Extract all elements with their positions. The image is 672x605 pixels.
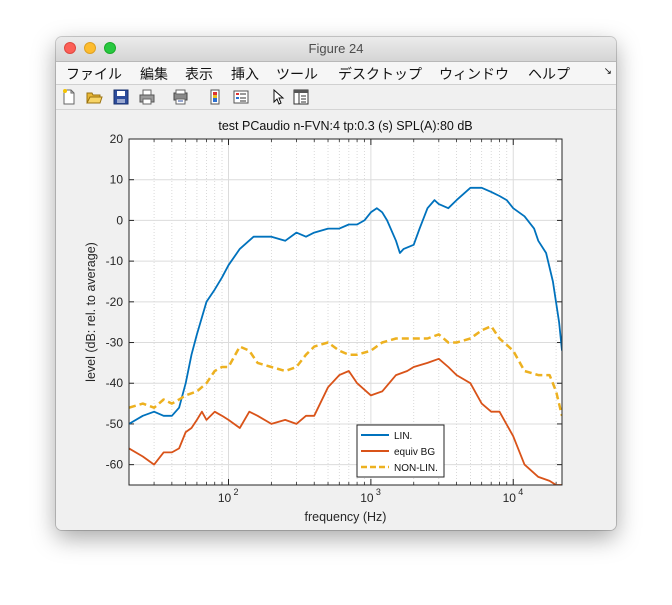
figure-window: Figure 24 ファイル 編集 表示 挿入 ツール デスクトップ ウィンドウ… (56, 37, 616, 530)
y-tick-label: -30 (106, 336, 124, 350)
maximize-button[interactable] (104, 42, 116, 54)
print-preview-icon[interactable] (172, 88, 190, 106)
y-tick-label: 10 (110, 173, 124, 187)
chart-title: test PCaudio n-FVN:4 tp:0.3 (s) SPL(A):8… (218, 119, 472, 133)
plot-area[interactable] (129, 139, 562, 485)
menu-help[interactable]: ヘルプ (528, 67, 570, 83)
menu-bar: ファイル 編集 表示 挿入 ツール デスクトップ ウィンドウ ヘルプ ↘ (56, 62, 616, 85)
property-editor-icon[interactable] (292, 88, 310, 106)
menu-insert[interactable]: 挿入 (231, 67, 259, 83)
x-tick-label: 10 (360, 491, 374, 505)
series-line-2 (129, 324, 562, 417)
menu-edit[interactable]: 編集 (140, 67, 168, 83)
menu-view[interactable]: 表示 (185, 67, 213, 83)
title-bar[interactable]: Figure 24 (56, 37, 616, 62)
colorbar-icon[interactable] (206, 88, 224, 106)
print-icon[interactable] (138, 88, 156, 106)
legend-label-2: NON-LIN. (394, 463, 438, 474)
x-tick-exponent: 3 (376, 487, 381, 497)
y-tick-label: -60 (106, 458, 124, 472)
pointer-icon[interactable] (269, 88, 287, 106)
x-tick-label: 10 (218, 491, 232, 505)
y-tick-label: 0 (116, 213, 123, 227)
y-tick-label: -40 (106, 376, 124, 390)
menu-tools[interactable]: ツール (276, 67, 318, 83)
y-tick-label: -20 (106, 295, 124, 309)
x-tick-exponent: 2 (234, 487, 239, 497)
y-tick-label: -50 (106, 417, 124, 431)
series-line-1 (129, 357, 562, 485)
axes-box (128, 138, 563, 486)
open-file-icon[interactable] (85, 88, 103, 106)
x-axis-label: frequency (Hz) (305, 510, 387, 524)
window-title: Figure 24 (308, 41, 364, 56)
menu-desktop[interactable]: デスクトップ (338, 67, 422, 83)
close-button[interactable] (64, 42, 76, 54)
figure-area: 20 10 0 -10 -20 -30 -40 -50 -60 10 2 10 3 10 4 test PCa… (56, 110, 616, 530)
series-line-0 (129, 186, 562, 425)
legend-icon[interactable] (232, 88, 250, 106)
menu-overflow-icon[interactable]: ↘ (603, 66, 612, 77)
minimize-button[interactable] (84, 42, 96, 54)
y-axis-label: level (dB: rel. to average) (84, 242, 98, 382)
y-tick-label: -10 (106, 254, 124, 268)
x-tick-exponent: 4 (518, 487, 523, 497)
x-tick-label: 10 (503, 491, 517, 505)
y-tick-label: 20 (110, 132, 124, 146)
legend-label-1: equiv BG (394, 447, 435, 458)
save-icon[interactable] (112, 88, 130, 106)
new-figure-icon[interactable] (60, 88, 78, 106)
toolbar (56, 85, 616, 110)
legend-label-0: LIN. (394, 431, 412, 442)
menu-window[interactable]: ウィンドウ (439, 67, 509, 83)
menu-file[interactable]: ファイル (66, 67, 122, 83)
